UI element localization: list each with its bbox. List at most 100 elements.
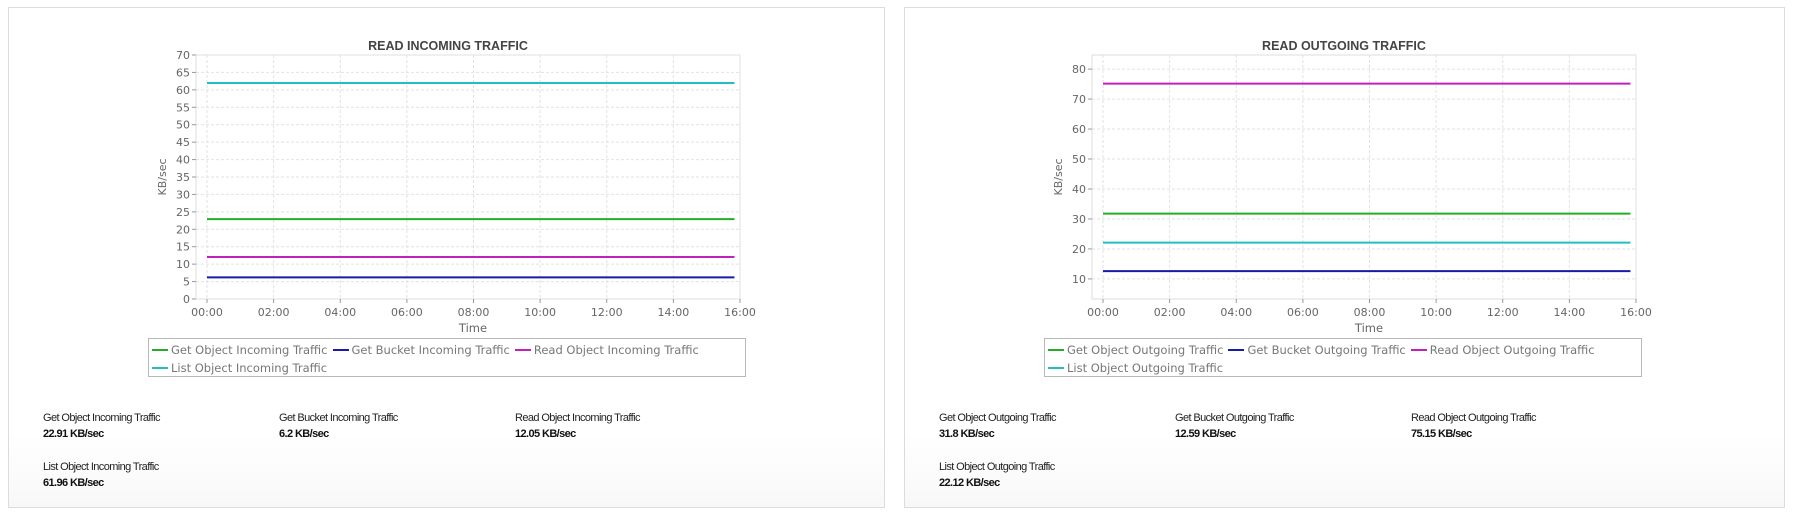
x-axis-label: Time	[458, 321, 487, 335]
legend-item: List Object Outgoing Traffic	[1048, 359, 1223, 377]
legend-swatch	[1048, 367, 1064, 369]
x-tick-label: 16:00	[1620, 306, 1652, 319]
stat-value: 22.12 KB/sec	[939, 477, 1000, 489]
read-incoming-traffic-chart: READ INCOMING TRAFFIC 0 5 10 15 20 25 30 35 40 45 5…	[156, 39, 756, 335]
stat-value: 75.15 KB/sec	[1411, 428, 1472, 440]
x-tick-label: 10:00	[1420, 306, 1452, 319]
stat-item: Get Bucket Incoming Traffic 6.2 KB/sec	[279, 412, 515, 440]
stat-value: 12.05 KB/sec	[515, 428, 576, 440]
x-tick-label: 00:00	[1087, 306, 1119, 319]
x-tick-label: 04:00	[1220, 306, 1252, 319]
stat-label: Read Object Incoming Traffic	[515, 412, 640, 424]
stat-item: List Object Incoming Traffic 61.96 KB/sec	[43, 461, 279, 489]
y-tick-label: 20	[176, 223, 190, 236]
x-tick-label: 10:00	[524, 306, 556, 319]
stat-value: 31.8 KB/sec	[939, 428, 995, 440]
y-tick-label: 55	[176, 101, 190, 114]
y-tick-label: 10	[176, 258, 190, 271]
stat-label: List Object Outgoing Traffic	[939, 461, 1055, 473]
legend-item: Read Object Incoming Traffic	[514, 341, 699, 359]
stat-item: Get Object Incoming Traffic 22.91 KB/sec	[43, 412, 279, 440]
y-tick-label: 70	[1072, 93, 1086, 106]
y-tick-label: 5	[183, 276, 190, 289]
y-tick-label: 30	[1072, 213, 1086, 226]
stat-label: List Object Incoming Traffic	[43, 461, 159, 473]
x-tick-label: 04:00	[324, 306, 356, 319]
read-outgoing-traffic-panel: READ OUTGOING TRAFFIC 10 20 30 40 50 60 70 80 00:…	[904, 7, 1785, 508]
legend-item: Get Object Outgoing Traffic	[1048, 341, 1223, 359]
legend-label: List Object Outgoing Traffic	[1067, 361, 1224, 375]
y-tick-label: 35	[176, 171, 190, 184]
x-tick-label: 14:00	[658, 306, 690, 319]
x-tick-label: 12:00	[591, 306, 623, 319]
legend-label: List Object Incoming Traffic	[171, 361, 328, 375]
stats-grid: Get Object Incoming Traffic 22.91 KB/sec …	[43, 412, 843, 489]
legend-swatch	[152, 367, 168, 369]
y-tick-label: 45	[176, 136, 190, 149]
stat-item: List Object Outgoing Traffic 22.12 KB/sec	[939, 461, 1175, 489]
stat-label: Get Bucket Outgoing Traffic	[1175, 412, 1294, 424]
y-tick-label: 50	[176, 119, 190, 132]
y-tick-label: 70	[176, 49, 190, 62]
x-tick-label: 00:00	[191, 306, 223, 319]
x-tick-label: 16:00	[724, 306, 756, 319]
legend-item: List Object Incoming Traffic	[152, 359, 327, 377]
x-tick-label: 08:00	[458, 306, 490, 319]
y-tick-label: 15	[176, 241, 190, 254]
y-tick-label: 40	[176, 154, 190, 167]
x-tick-label: 02:00	[258, 306, 290, 319]
y-tick-label: 20	[1072, 243, 1086, 256]
y-tick-label: 0	[183, 293, 190, 306]
stat-item: Get Object Outgoing Traffic 31.8 KB/sec	[939, 412, 1175, 440]
stat-label: Read Object Outgoing Traffic	[1411, 412, 1536, 424]
stat-value: 61.96 KB/sec	[43, 477, 104, 489]
stat-label: Get Bucket Incoming Traffic	[279, 412, 398, 424]
y-tick-label: 60	[176, 84, 190, 97]
x-tick-label: 12:00	[1487, 306, 1519, 319]
plot-area	[1091, 54, 1637, 300]
y-axis-label: KB/sec	[1052, 158, 1065, 195]
y-tick-label: 60	[1072, 123, 1086, 136]
chart-legend: Get Object Outgoing Traffic Get Bucket Ou…	[1044, 338, 1642, 377]
legend-label: Get Object Incoming Traffic	[171, 343, 328, 357]
legend-label: Get Object Outgoing Traffic	[1067, 343, 1224, 357]
legend-item: Get Bucket Outgoing Traffic	[1228, 341, 1406, 359]
x-tick-label: 08:00	[1354, 306, 1386, 319]
y-tick-label: 30	[176, 188, 190, 201]
stat-item: Read Object Incoming Traffic 12.05 KB/sec	[515, 412, 751, 440]
legend-swatch	[514, 349, 531, 351]
stat-label: Get Object Outgoing Traffic	[939, 412, 1056, 424]
y-tick-label: 50	[1072, 153, 1086, 166]
stat-label: Get Object Incoming Traffic	[43, 412, 160, 424]
read-outgoing-traffic-chart: READ OUTGOING TRAFFIC 10 20 30 40 50 60 70 80 00:…	[1052, 39, 1652, 335]
stat-item: Read Object Outgoing Traffic 75.15 KB/sec	[1411, 412, 1647, 440]
stat-value: 22.91 KB/sec	[43, 428, 104, 440]
chart-title: READ INCOMING TRAFFIC	[368, 39, 528, 53]
stat-value: 6.2 KB/sec	[279, 428, 329, 440]
legend-swatch	[332, 349, 349, 351]
legend-item: Get Object Incoming Traffic	[152, 341, 328, 359]
y-axis-label: KB/sec	[156, 158, 169, 195]
y-tick-label: 80	[1072, 63, 1086, 76]
x-tick-label: 14:00	[1554, 306, 1586, 319]
stat-value: 12.59 KB/sec	[1175, 428, 1236, 440]
chart-legend: Get Object Incoming Traffic Get Bucket In…	[148, 338, 746, 377]
y-tick-label: 25	[176, 206, 190, 219]
legend-label: Get Bucket Outgoing Traffic	[1247, 343, 1406, 357]
legend-label: Get Bucket Incoming Traffic	[351, 343, 510, 357]
legend-item: Read Object Outgoing Traffic	[1410, 341, 1595, 359]
legend-swatch	[1410, 349, 1427, 351]
legend-item: Get Bucket Incoming Traffic	[332, 341, 510, 359]
x-tick-label: 06:00	[1287, 306, 1319, 319]
legend-swatch	[1228, 349, 1245, 351]
read-incoming-traffic-panel: READ INCOMING TRAFFIC 0 5 10 15 20 25 30 35 40 45 5…	[8, 7, 885, 508]
x-tick-label: 02:00	[1154, 306, 1186, 319]
x-axis-label: Time	[1354, 321, 1383, 335]
legend-swatch	[1048, 349, 1064, 351]
legend-swatch	[152, 349, 168, 351]
chart-title: READ OUTGOING TRAFFIC	[1262, 39, 1426, 53]
stats-grid: Get Object Outgoing Traffic 31.8 KB/sec G…	[939, 412, 1739, 489]
y-tick-label: 65	[176, 66, 190, 79]
legend-label: Read Object Outgoing Traffic	[1429, 343, 1595, 357]
y-tick-label: 10	[1072, 273, 1086, 286]
